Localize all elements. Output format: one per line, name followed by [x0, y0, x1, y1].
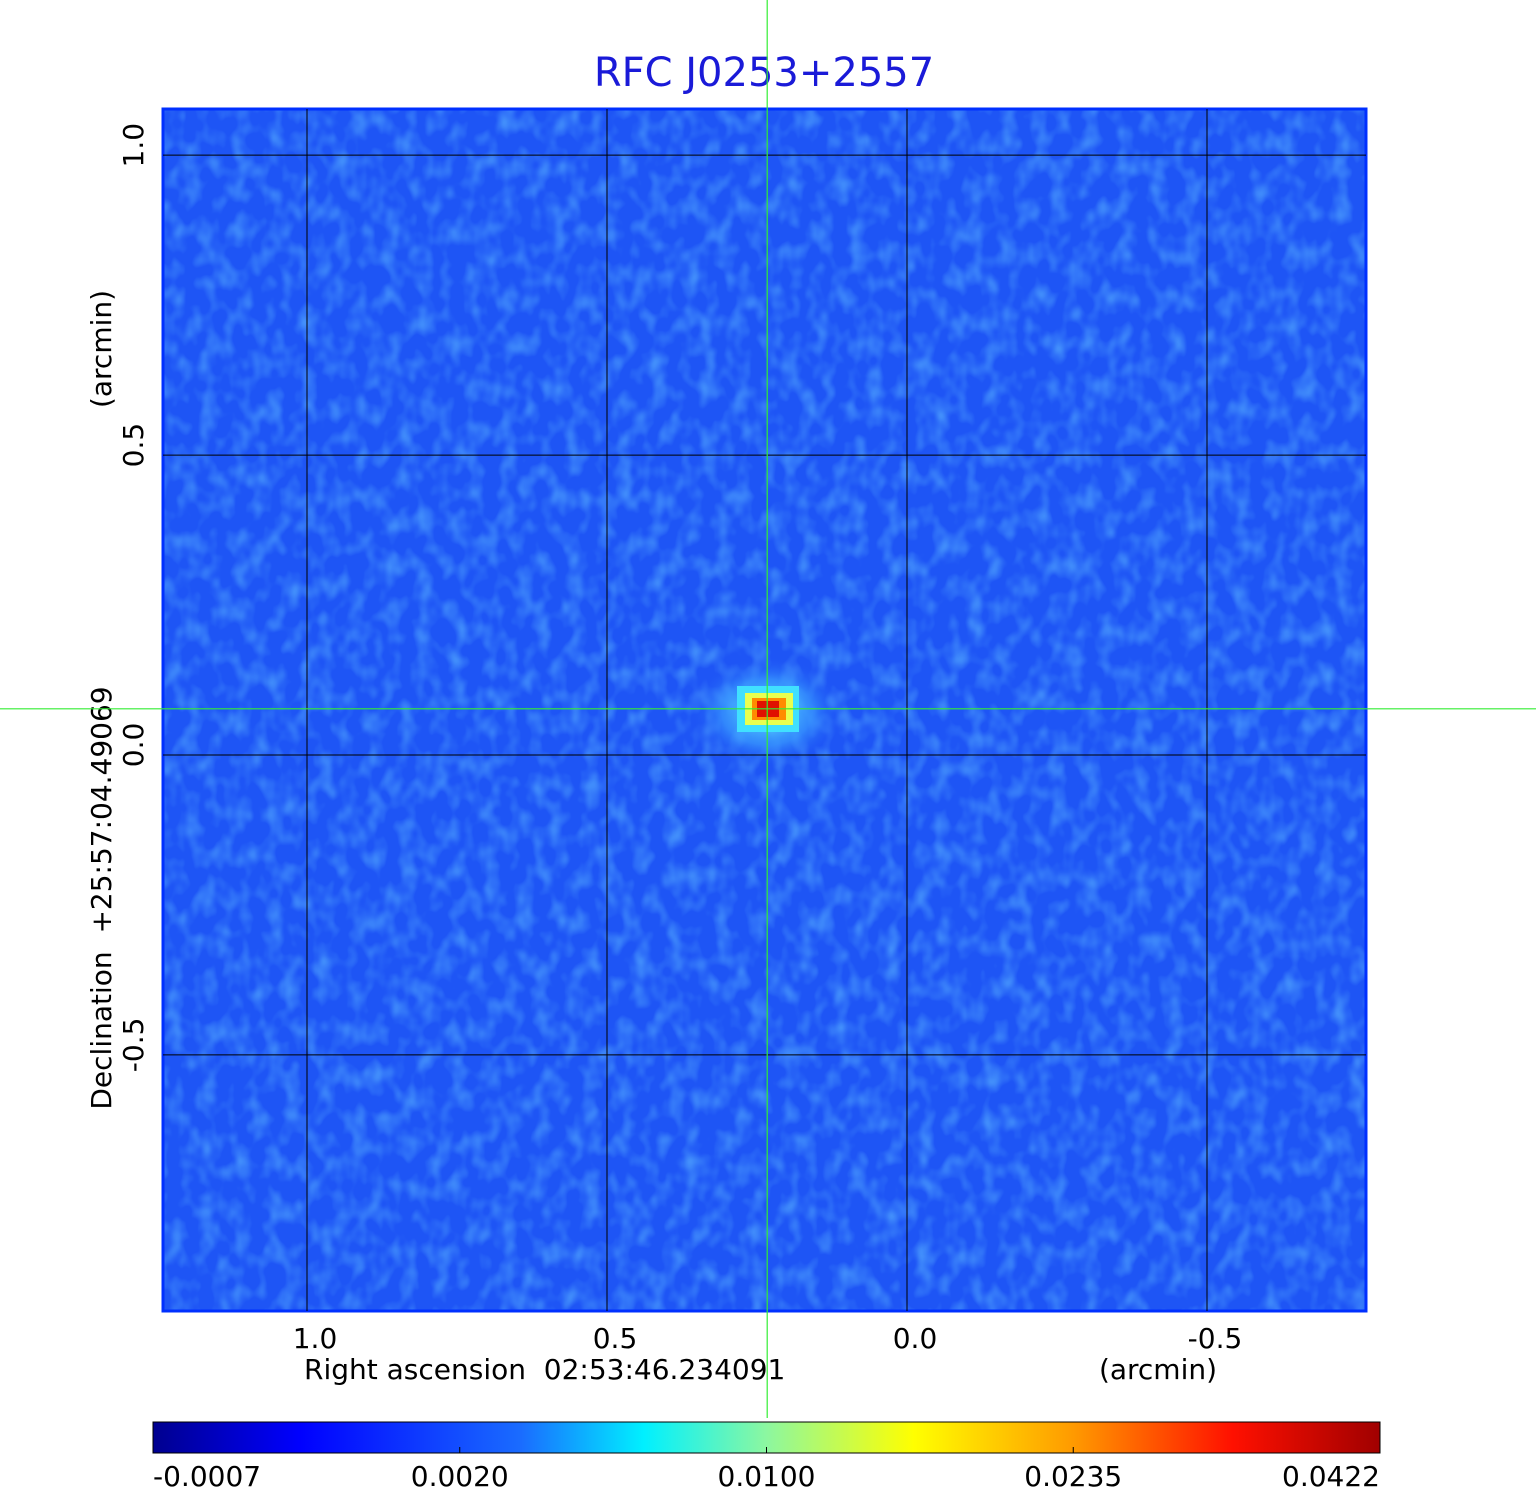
y-axis-label: Declination +25:57:04.49069 [85, 686, 118, 1109]
y-tick-label: 0.0 [117, 723, 150, 768]
colorbar-tick-label: -0.0007 [153, 1460, 261, 1493]
plot-border [161, 107, 1368, 1313]
x-tick-label: 0.5 [593, 1322, 638, 1355]
colorbar-tick-label: 0.0235 [1024, 1460, 1122, 1493]
colorbar-tick-label: 0.0020 [411, 1460, 509, 1493]
colorbar-tick-label: 0.0100 [718, 1460, 816, 1493]
image-area [161, 107, 1368, 1313]
x-tick-label: 1.0 [293, 1322, 338, 1355]
x-tick-label: -0.5 [1188, 1322, 1243, 1355]
y-tick-label: 0.5 [117, 423, 150, 468]
y-tick-label: -0.5 [117, 1018, 150, 1073]
x-tick-label: 0.0 [893, 1322, 938, 1355]
colorbar-tick-label: 0.0422 [1282, 1460, 1380, 1493]
y-tick-label: 1.0 [117, 123, 150, 168]
x-axis-unit: (arcmin) [1099, 1353, 1217, 1386]
x-axis-label: Right ascension 02:53:46.234091 [304, 1353, 785, 1386]
y-axis-unit: (arcmin) [85, 290, 118, 408]
chart-title: RFC J0253+2557 [594, 50, 934, 96]
